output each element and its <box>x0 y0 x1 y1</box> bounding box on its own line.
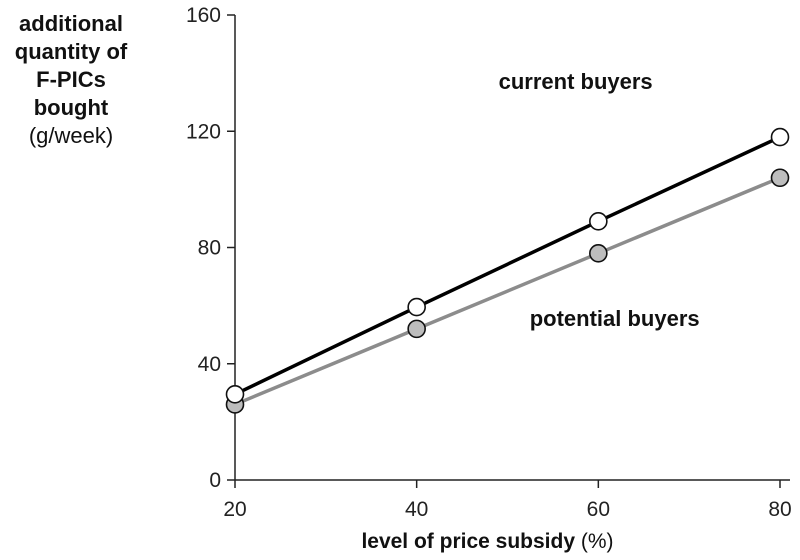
y-axis-label-line: quantity of <box>14 39 128 64</box>
y-tick-label: 120 <box>186 120 221 143</box>
y-tick-label: 160 <box>186 4 221 27</box>
y-axis-label-line: bought <box>33 95 109 120</box>
series-line <box>234 176 781 407</box>
line-chart: 0 40 80 120 160 20 40 60 80 current buyers potenti… <box>186 4 792 521</box>
x-axis-unit: (%) <box>580 530 614 553</box>
data-point <box>770 168 790 188</box>
y-axis-label: additional quantity of F-PICs bought (g/… <box>6 10 136 150</box>
series-line <box>234 135 781 396</box>
data-point <box>225 384 245 404</box>
data-point <box>407 319 426 339</box>
y-axis-unit: (g/week) <box>28 123 114 148</box>
x-axis-label-text: level of price subsidy <box>361 530 576 553</box>
y-tick-label: 0 <box>209 469 221 492</box>
x-tick-label: 80 <box>768 498 791 521</box>
x-axis-label: level of price subsidy (%) <box>0 530 800 554</box>
x-tick-label: 60 <box>587 498 610 521</box>
y-axis-label-line: F-PICs <box>36 67 106 92</box>
data-point <box>770 127 790 147</box>
y-axis-label-line: additional <box>19 11 123 36</box>
y-tick-label: 40 <box>198 353 221 376</box>
series-label-current-buyers: current buyers <box>499 69 653 94</box>
data-point <box>589 212 608 231</box>
data-point <box>407 297 426 317</box>
data-point <box>589 244 608 263</box>
x-tick-label: 40 <box>405 498 428 521</box>
x-tick-label: 20 <box>223 498 246 521</box>
y-tick-label: 80 <box>198 237 221 260</box>
series-label-potential-buyers: potential buyers <box>530 306 700 331</box>
